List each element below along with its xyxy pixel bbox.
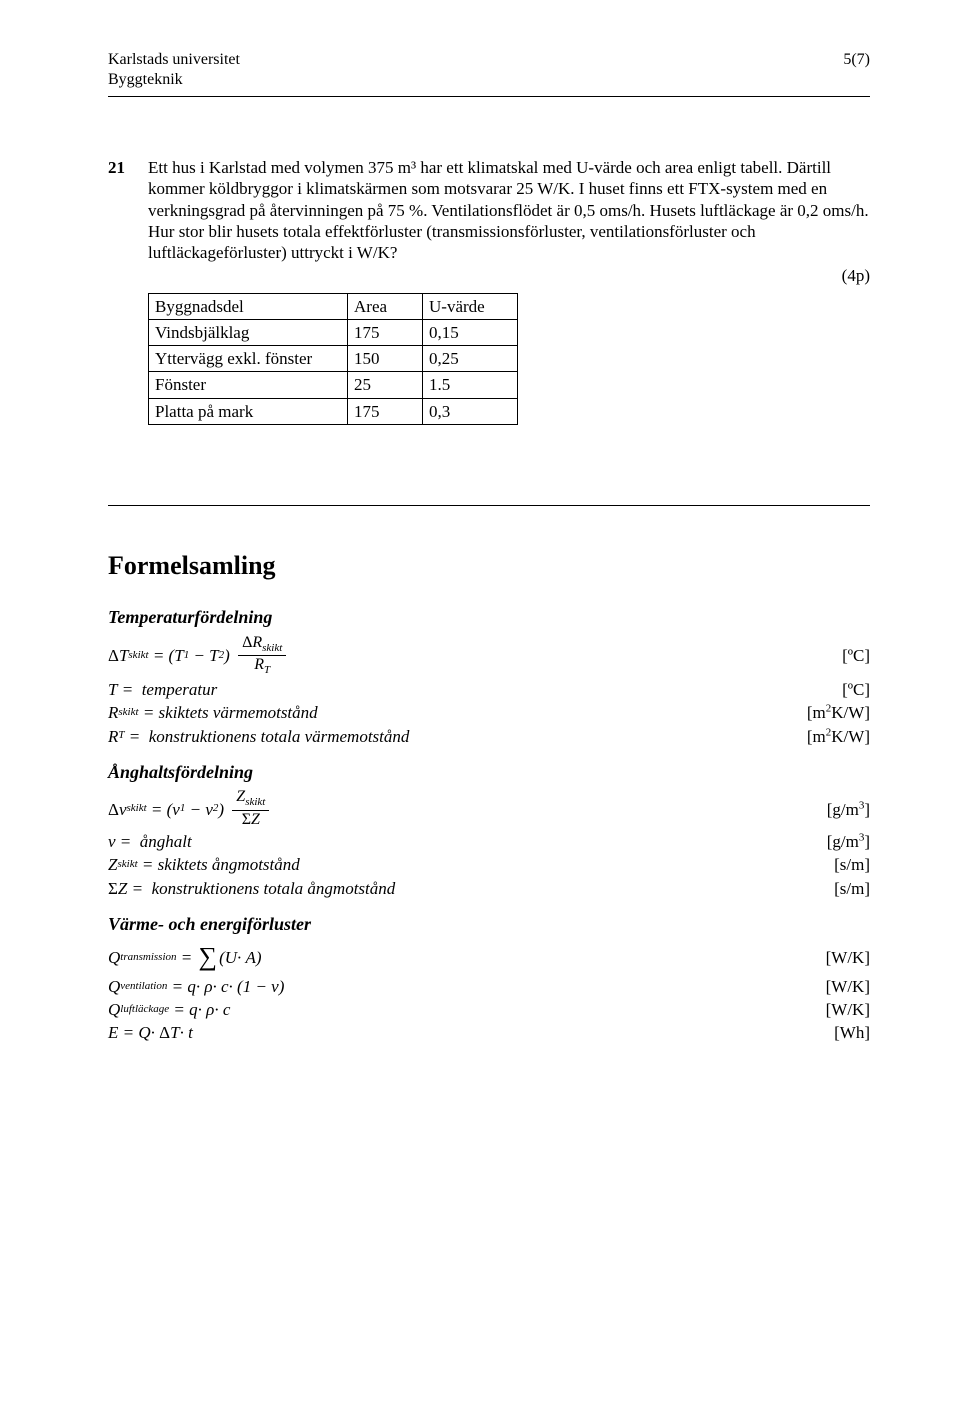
varme-eq: Qluftläckage = q· ρ· c [W/K] bbox=[108, 999, 870, 1020]
eq-text: Qluftläckage = q· ρ· c bbox=[108, 999, 230, 1020]
def-unit: [s/m] bbox=[822, 878, 870, 899]
ang-def: Zskikt = skiktets ångmotstånd [s/m] bbox=[108, 854, 870, 875]
table-header: Area bbox=[348, 293, 423, 319]
def-unit: [s/m] bbox=[822, 854, 870, 875]
question-body: Ett hus i Karlstad med volymen 375 m³ ha… bbox=[148, 157, 870, 425]
header-department: Byggteknik bbox=[108, 70, 240, 90]
temp-equation: ΔTskikt = (T1 − T2) ΔRskikt RT [ºC] bbox=[108, 635, 870, 677]
eq-text: Qventilation = q· ρ· c· (1 − v) bbox=[108, 976, 284, 997]
question-text: Ett hus i Karlstad med volymen 375 m³ ha… bbox=[148, 158, 869, 262]
question-number: 21 bbox=[108, 157, 148, 178]
table-row: Fönster 25 1.5 bbox=[149, 372, 518, 398]
table-header: Byggnadsdel bbox=[149, 293, 348, 319]
def-unit: [m2K/W] bbox=[795, 726, 870, 747]
ang-def: ΣZ = konstruktionens totala ångmotstånd … bbox=[108, 878, 870, 899]
eq-unit: [Wh] bbox=[822, 1022, 870, 1043]
header-rule bbox=[108, 96, 870, 97]
question-points: (4p) bbox=[148, 265, 870, 286]
ang-equation-lhs: Δvskikt = (v1 − v2) Zskikt ΣZ bbox=[108, 789, 273, 829]
ang-def: v = ånghalt [g/m3] bbox=[108, 831, 870, 852]
def-unit: [g/m3] bbox=[815, 831, 870, 852]
ang-heading: Ånghaltsfördelning bbox=[108, 761, 870, 784]
formelsamling-title: Formelsamling bbox=[108, 550, 870, 583]
page-number: 5(7) bbox=[843, 50, 870, 70]
header-left: Karlstads universitet Byggteknik bbox=[108, 50, 240, 90]
temp-def: RT = konstruktionens totala värmemotstån… bbox=[108, 726, 870, 747]
table-cell: 175 bbox=[348, 319, 423, 345]
def-unit: [m2K/W] bbox=[795, 702, 870, 723]
table-cell: 1.5 bbox=[423, 372, 518, 398]
table-cell: 25 bbox=[348, 372, 423, 398]
varme-eq: Qventilation = q· ρ· c· (1 − v) [W/K] bbox=[108, 976, 870, 997]
u-value-table: Byggnadsdel Area U-värde Vindsbjälklag 1… bbox=[148, 293, 518, 425]
ang-eq-unit: [g/m3] bbox=[815, 799, 870, 820]
temp-heading: Temperaturfördelning bbox=[108, 606, 870, 629]
temp-equation-lhs: ΔTskikt = (T1 − T2) ΔRskikt RT bbox=[108, 635, 290, 677]
varme-eq: E = Q· ΔT· t [Wh] bbox=[108, 1022, 870, 1043]
table-cell: Yttervägg exkl. fönster bbox=[149, 346, 348, 372]
eq-text: Qtransmission = ∑(U· A) bbox=[108, 941, 262, 974]
temp-eq-unit: [ºC] bbox=[830, 645, 870, 666]
table-cell: Vindsbjälklag bbox=[149, 319, 348, 345]
table-cell: 0,3 bbox=[423, 398, 518, 424]
temp-def: Rskikt = skiktets värmemotstånd [m2K/W] bbox=[108, 702, 870, 723]
table-row: Yttervägg exkl. fönster 150 0,25 bbox=[149, 346, 518, 372]
def-text: v = ånghalt bbox=[108, 831, 192, 852]
def-unit: [ºC] bbox=[830, 679, 870, 700]
table-header-row: Byggnadsdel Area U-värde bbox=[149, 293, 518, 319]
table-cell: 0,15 bbox=[423, 319, 518, 345]
def-text: Rskikt = skiktets värmemotstånd bbox=[108, 702, 318, 723]
def-text: Zskikt = skiktets ångmotstånd bbox=[108, 854, 300, 875]
page-header: Karlstads universitet Byggteknik 5(7) bbox=[108, 50, 870, 90]
eq-unit: [W/K] bbox=[814, 999, 870, 1020]
eq-unit: [W/K] bbox=[814, 947, 870, 968]
eq-unit: [W/K] bbox=[814, 976, 870, 997]
table-cell: 150 bbox=[348, 346, 423, 372]
temp-def: T = temperatur [ºC] bbox=[108, 679, 870, 700]
table-cell: Platta på mark bbox=[149, 398, 348, 424]
table-cell: Fönster bbox=[149, 372, 348, 398]
def-text: RT = konstruktionens totala värmemotstån… bbox=[108, 726, 409, 747]
header-institution: Karlstads universitet bbox=[108, 50, 240, 70]
def-text: ΣZ = konstruktionens totala ångmotstånd bbox=[108, 878, 395, 899]
section-rule bbox=[108, 505, 870, 506]
table-row: Vindsbjälklag 175 0,15 bbox=[149, 319, 518, 345]
table-header: U-värde bbox=[423, 293, 518, 319]
def-text: T = temperatur bbox=[108, 679, 217, 700]
varme-heading: Värme- och energiförluster bbox=[108, 913, 870, 936]
varme-eq: Qtransmission = ∑(U· A) [W/K] bbox=[108, 941, 870, 974]
page: Karlstads universitet Byggteknik 5(7) 21… bbox=[0, 0, 960, 1424]
table-cell: 175 bbox=[348, 398, 423, 424]
eq-text: E = Q· ΔT· t bbox=[108, 1022, 193, 1043]
question-block: 21 Ett hus i Karlstad med volymen 375 m³… bbox=[108, 157, 870, 425]
table-row: Platta på mark 175 0,3 bbox=[149, 398, 518, 424]
ang-equation: Δvskikt = (v1 − v2) Zskikt ΣZ [g/m3] bbox=[108, 789, 870, 829]
table-cell: 0,25 bbox=[423, 346, 518, 372]
